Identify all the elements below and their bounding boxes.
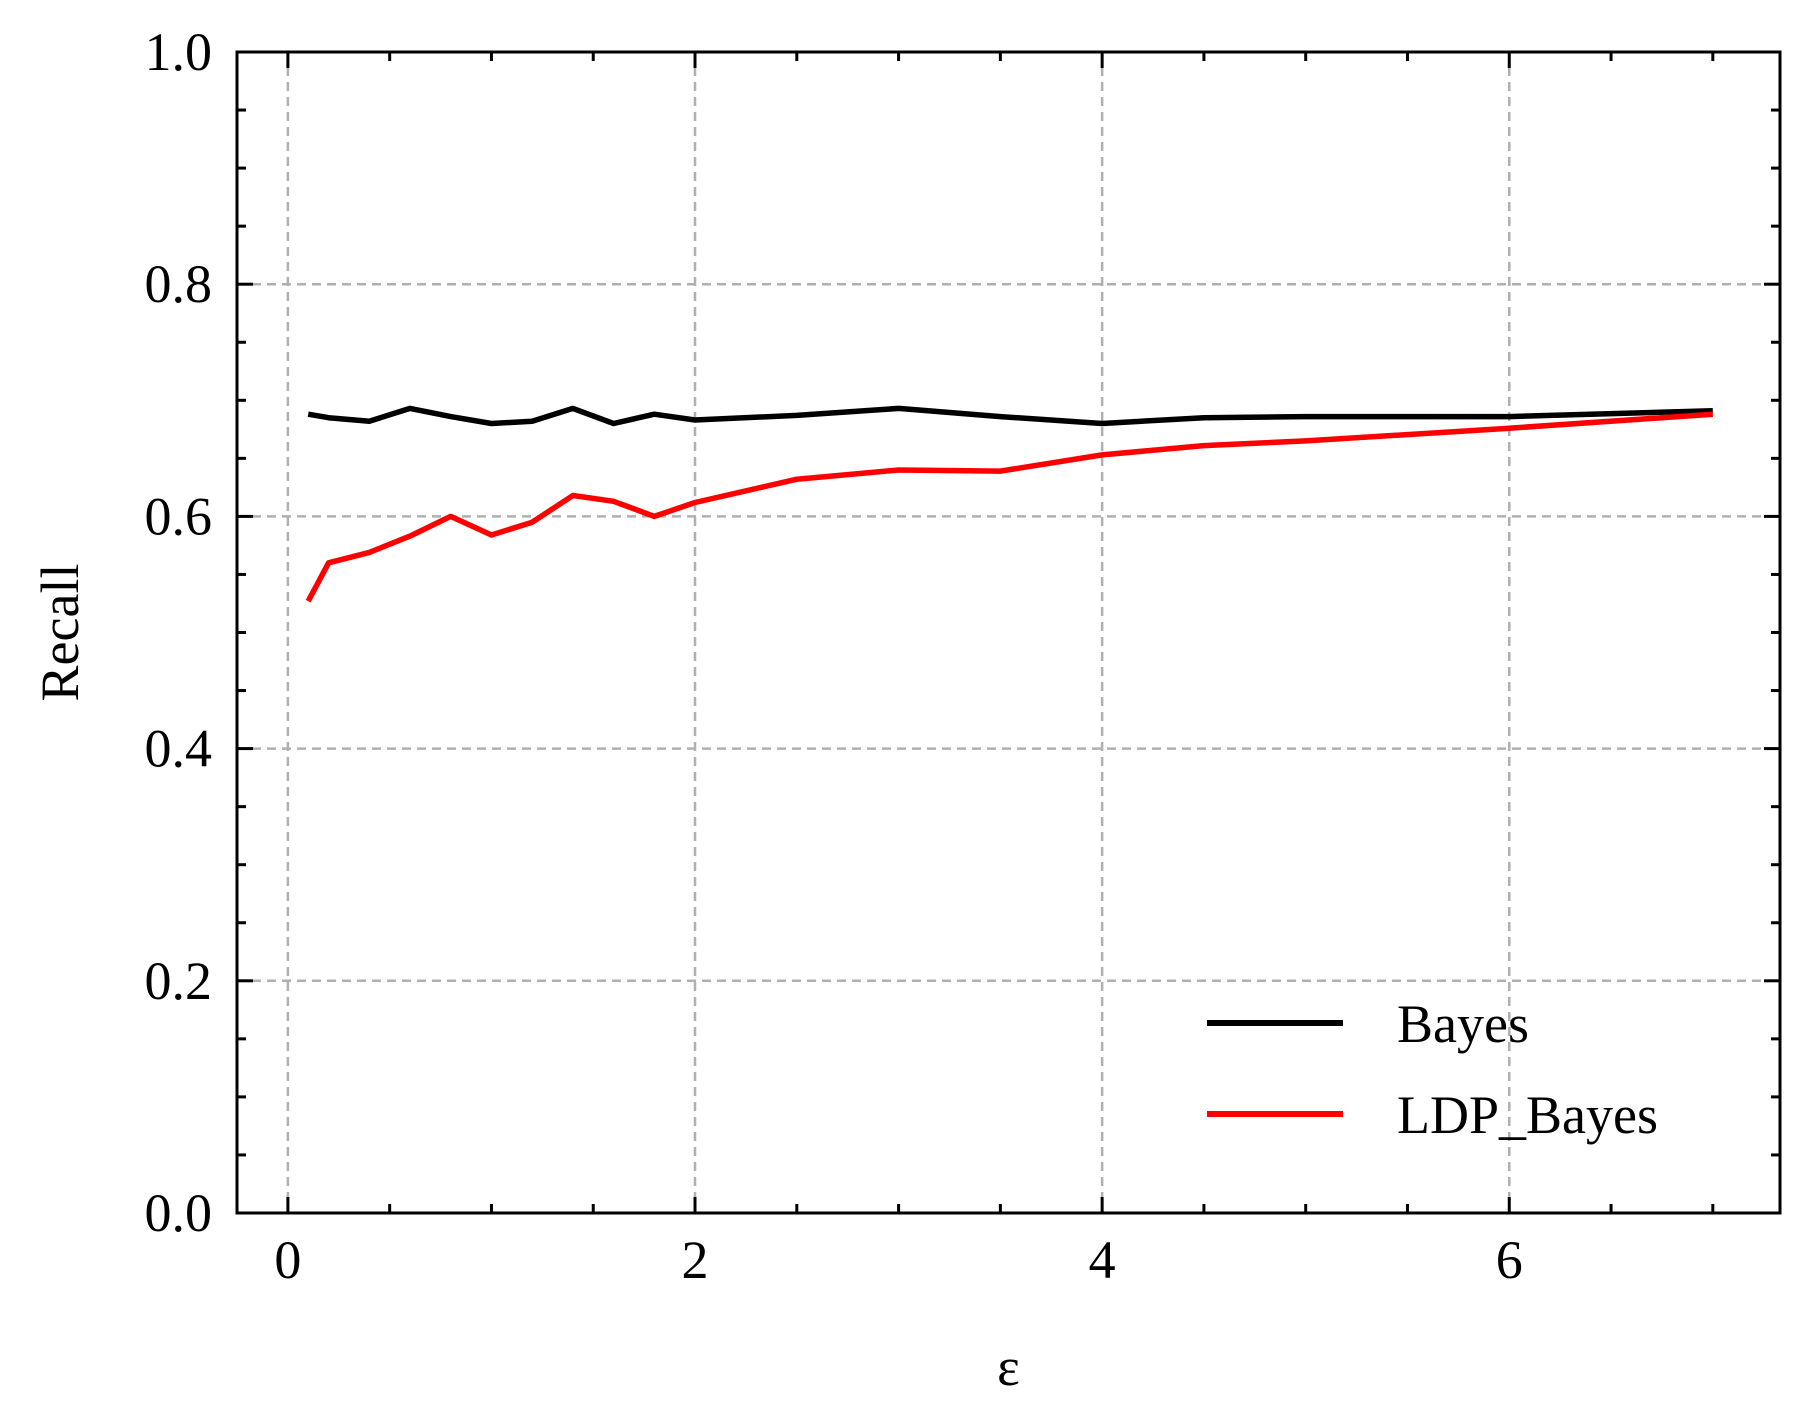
series-line-bayes [307,405,1713,427]
legend-label-ldp-bayes: LDP_Bayes [1397,1085,1658,1145]
y-tick-label: 0.2 [145,951,213,1011]
x-tick-label: 0 [274,1230,301,1290]
x-axis-label: ε [997,1337,1020,1397]
y-tick-label: 0.6 [145,486,213,546]
y-tick-label: 0.8 [145,254,213,314]
y-tick-label: 0.4 [145,719,213,779]
y-tick-label: 0.0 [145,1183,213,1243]
y-tick-label: 1.0 [145,22,213,82]
grid-lines [237,52,1780,1213]
plot-frame [235,50,1782,1215]
legend-label-bayes: Bayes [1397,994,1529,1054]
data-series [305,405,1713,603]
x-tick-label: 4 [1089,1230,1116,1290]
tick-labels: 0 2 4 6 0.0 0.2 0.4 0.6 0.8 1.0 [145,22,1523,1290]
y-axis-label: Recall [30,564,90,702]
series-line-ldp-bayes [305,411,1713,603]
x-tick-label: 6 [1496,1230,1523,1290]
axis-ticks [237,50,1780,1215]
legend: Bayes LDP_Bayes [1207,994,1658,1145]
x-tick-label: 2 [682,1230,709,1290]
